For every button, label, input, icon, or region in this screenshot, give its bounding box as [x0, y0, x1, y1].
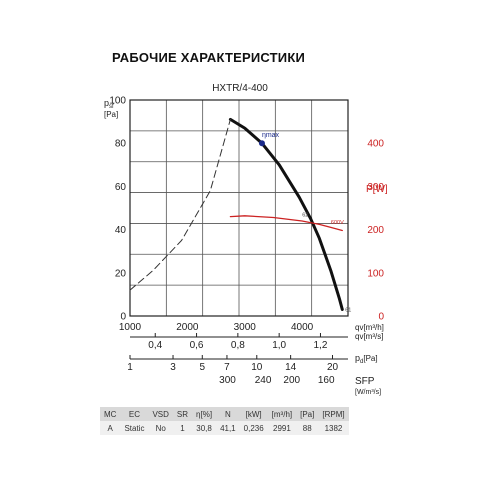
chart-title: HXTR/4-400 — [212, 83, 268, 94]
spec-header-cell: η[%] — [192, 407, 217, 421]
secondary-axis-tick-label: 14 — [285, 362, 297, 373]
x-tick-label: 1000 — [119, 322, 142, 333]
secondary-axis-tick-label: 7 — [224, 362, 230, 373]
secondary-axis-tick-label: 300 — [219, 375, 236, 386]
spec-header-cell: [RPM] — [318, 407, 349, 421]
series-line-0 — [228, 117, 344, 311]
annotation-label: 62 — [302, 212, 308, 218]
annotation-label: 600V — [331, 220, 344, 226]
y-left-tick-label: 0 — [120, 312, 126, 323]
y-left-tick-label: 60 — [115, 182, 127, 193]
spec-value-cell: 0,236 — [239, 421, 268, 435]
y-right-tick-label: 300 — [367, 182, 384, 193]
secondary-axis-tick-label: 240 — [255, 375, 272, 386]
x-tick-label: 4000 — [291, 322, 314, 333]
secondary-axis-label: pd[Pa] — [355, 353, 378, 365]
spec-value-cell: Static — [120, 421, 149, 435]
series-line-1 — [129, 118, 231, 291]
page-heading: РАБОЧИЕ ХАРАКТЕРИСТИКИ — [112, 50, 306, 65]
plot-frame — [129, 99, 349, 317]
secondary-axis-unit: [W/m³/s] — [355, 389, 381, 396]
y-right-axis-label: P[W] — [366, 184, 388, 195]
spec-header-cell: [kW] — [239, 407, 268, 421]
secondary-axis-label: qv[m³/s] — [355, 332, 383, 341]
spec-header-cell: [Pa] — [296, 407, 319, 421]
spec-value-cell: 88 — [296, 421, 319, 435]
spec-header-cell: MC — [100, 407, 121, 421]
secondary-axis-label: SFP — [355, 376, 375, 387]
secondary-axis-tick-label: 1,2 — [314, 340, 328, 351]
x-tick-label: 2000 — [176, 322, 199, 333]
secondary-axis-tick-label: 5 — [200, 362, 206, 373]
secondary-axis-tick-label: 0,8 — [231, 340, 245, 351]
annotation-label: 61 — [345, 308, 351, 314]
y-left-axis-label: psf — [104, 98, 114, 110]
spec-value-cell: 30,8 — [192, 421, 217, 435]
secondary-axis-tick-label: 160 — [318, 375, 335, 386]
spec-value-cell: 1 — [172, 421, 193, 435]
spec-header-cell: [m³/h] — [267, 407, 297, 421]
secondary-axis-tick-label: 0,6 — [190, 340, 204, 351]
y-right-tick-label: 200 — [367, 225, 384, 236]
spec-header-cell: EC — [120, 407, 149, 421]
x-axis-label: qv[m³/h] — [355, 323, 384, 332]
x-tick-label: 3000 — [234, 322, 257, 333]
annotation-label: ηmax — [262, 132, 280, 139]
y-left-tick-label: 40 — [115, 225, 127, 236]
secondary-axis-tick-label: 1 — [127, 362, 133, 373]
y-right-tick-label: 400 — [367, 139, 384, 150]
y-left-tick-label: 80 — [115, 139, 127, 150]
secondary-axis-label-subscript: d — [360, 359, 363, 365]
series-line-2 — [229, 215, 343, 232]
secondary-axis-tick-label: 1,0 — [272, 340, 286, 351]
spec-header-cell: SR — [172, 407, 193, 421]
y-left-axis-label-subscript: sf — [109, 104, 114, 110]
y-left-tick-label: 20 — [115, 268, 127, 279]
spec-table-header-row: MC EC VSD SR η[%] N [kW] [m³/h] [Pa] [RP… — [100, 407, 349, 421]
spec-table: MC EC VSD SR η[%] N [kW] [m³/h] [Pa] [RP… — [100, 407, 349, 435]
spec-table-value-row: A Static No 1 30,8 41,1 0,236 2991 88 13… — [100, 421, 349, 435]
y-left-axis-unit: [Pa] — [104, 110, 118, 119]
secondary-axis-tick-label: 10 — [251, 362, 263, 373]
secondary-axis-tick-label: 0,4 — [148, 340, 162, 351]
eta-max-marker — [258, 140, 265, 147]
spec-value-cell: A — [100, 421, 121, 435]
spec-header-cell: N — [216, 407, 240, 421]
y-right-tick-label: 0 — [378, 312, 384, 323]
secondary-axis-tick-label: 20 — [327, 362, 339, 373]
spec-value-cell: 1382 — [318, 421, 349, 435]
spec-value-cell: 41,1 — [216, 421, 240, 435]
secondary-axis-tick-label: 200 — [283, 375, 300, 386]
y-left-tick-label: 100 — [109, 96, 126, 107]
spec-value-cell: No — [148, 421, 173, 435]
y-right-tick-label: 100 — [367, 268, 384, 279]
secondary-axis-label-unit: [Pa] — [363, 354, 377, 363]
spec-header-cell: VSD — [148, 407, 173, 421]
secondary-axis-tick-label: 3 — [170, 362, 176, 373]
spec-value-cell: 2991 — [267, 421, 297, 435]
